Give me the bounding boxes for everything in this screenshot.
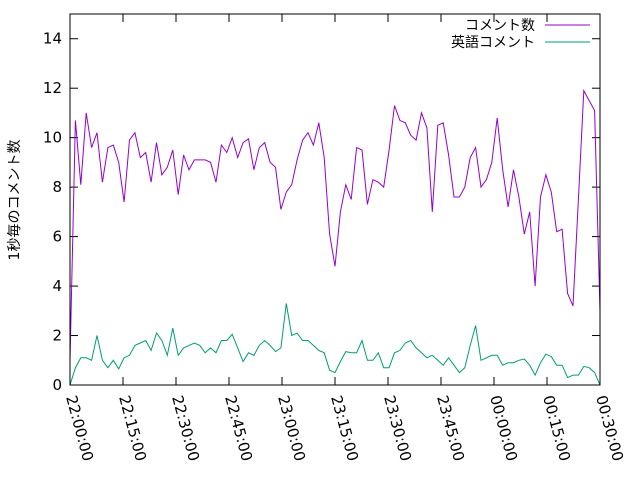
- series-group: [69, 88, 601, 386]
- y-tick-label: 2: [52, 327, 62, 345]
- y-axis-ticks: 0 2 4 6 8 10 12 14: [43, 30, 600, 394]
- y-tick-label: 4: [52, 277, 62, 295]
- y-tick-label: 6: [52, 228, 62, 246]
- y-tick-label: 14: [43, 30, 62, 48]
- y-tick-label: 10: [43, 129, 62, 147]
- legend-label-comments: コメント数: [465, 18, 535, 34]
- y-tick-label: 0: [52, 376, 62, 394]
- series-line-english-comments: [69, 303, 601, 386]
- series-line-comments: [69, 88, 601, 361]
- legend-label-english-comments: 英語コメント: [451, 34, 535, 51]
- y-axis-title: 1秒毎のコメント数: [7, 140, 23, 261]
- plot-border: [69, 13, 601, 386]
- legend: コメント数 英語コメント: [451, 18, 590, 51]
- y-tick-label: 12: [43, 79, 62, 97]
- y-tick-label: 8: [52, 178, 62, 196]
